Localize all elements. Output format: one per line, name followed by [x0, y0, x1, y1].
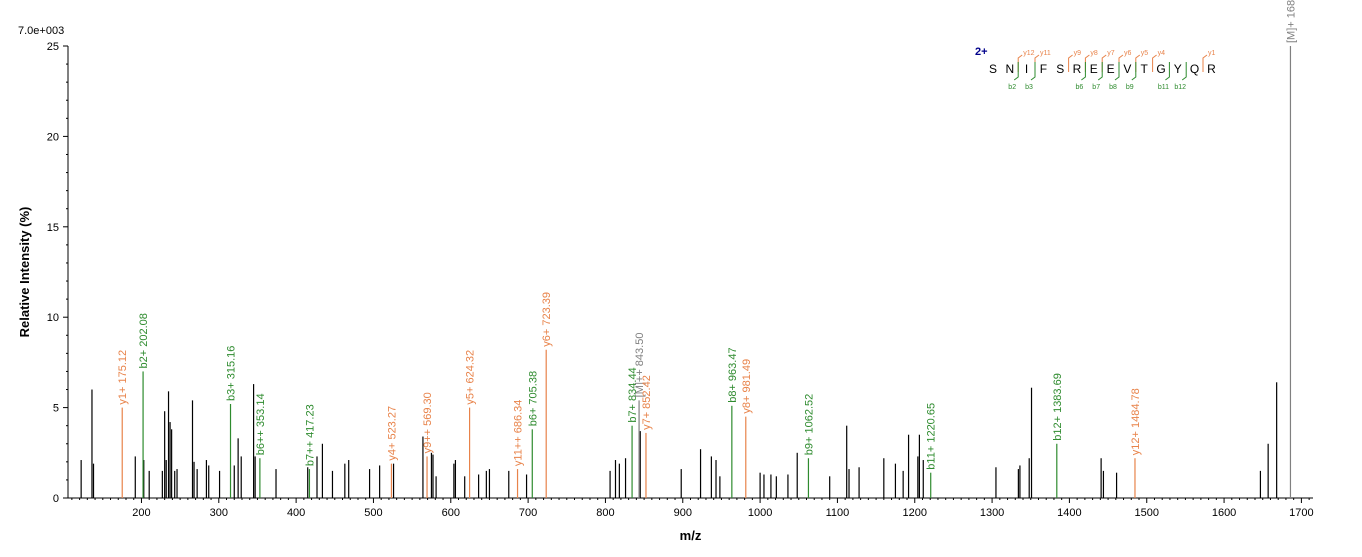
residue-letter: R — [1073, 62, 1082, 76]
x-tick-label: 400 — [287, 507, 305, 519]
residue-letter: E — [1090, 62, 1098, 76]
peak-label: b3+ 315.16 — [226, 346, 238, 401]
y-ion-label: y8 — [1090, 50, 1098, 57]
x-tick-label: 1600 — [1212, 507, 1236, 519]
axes: 0 5 10 15 20 25 200 300 400 500 600 700 800 900 1000 11… — [47, 41, 1314, 519]
b-ion-label: b7 — [1092, 84, 1100, 91]
y-tick-label: 25 — [47, 41, 59, 53]
b-ion-label: b6 — [1076, 84, 1084, 91]
b-ion-bracket — [1114, 62, 1120, 81]
peak-label: [M]+ 1685.85 — [1285, 0, 1297, 43]
x-tick-label: 800 — [596, 507, 614, 519]
b-ion-label: b8 — [1109, 84, 1117, 91]
x-tick-label: 900 — [674, 507, 692, 519]
peak-label: y1+ 175.12 — [117, 350, 129, 405]
residue-letter: S — [989, 62, 997, 76]
x-tick-label: 1000 — [748, 507, 772, 519]
b-ion-label: b11 — [1158, 84, 1169, 91]
peak-label: y5+ 624.32 — [465, 350, 477, 405]
peak-label: b2+ 202.08 — [138, 313, 150, 368]
y-ion-bracket — [1202, 54, 1208, 72]
peak-label: b11+ 1220.65 — [926, 403, 938, 470]
residue-letter: V — [1123, 62, 1131, 76]
residue-letter: F — [1040, 62, 1047, 76]
y-ion-bracket — [1152, 54, 1157, 72]
b-ion-label: b2 — [1008, 84, 1016, 91]
x-tick-label: 700 — [519, 507, 537, 519]
residue-letter: Q — [1190, 62, 1199, 76]
b-ion-bracket — [1131, 62, 1137, 81]
residue-letter: N — [1005, 62, 1014, 76]
x-tick-label: 1300 — [980, 507, 1004, 519]
y-ion-label: y11 — [1040, 50, 1051, 57]
charge-state: 2+ — [975, 46, 988, 58]
y-tick-label: 10 — [47, 312, 59, 324]
y-ion-label: y1 — [1208, 50, 1216, 57]
peak-label: [M]++ 843.50 — [634, 333, 646, 398]
peak-label: b7+ 834.44 — [627, 367, 639, 422]
residue-letter: I — [1025, 62, 1028, 76]
y-ion-label: y6 — [1124, 50, 1132, 57]
peak-label: b6+ 705.38 — [527, 371, 539, 426]
y-ion-label: y12 — [1023, 50, 1034, 57]
y-ion-label: y7 — [1107, 50, 1115, 57]
peak-label: y11++ 686.34 — [513, 400, 525, 466]
y-ion-label: y5 — [1141, 50, 1149, 57]
x-tick-label: 1500 — [1135, 507, 1159, 519]
y-ion-bracket — [1068, 54, 1073, 72]
peak-label: b8+ 963.47 — [727, 347, 739, 402]
peak-label: y8+ 981.49 — [741, 359, 753, 414]
x-tick-label: 1200 — [903, 507, 927, 519]
b-ion-bracket — [1181, 62, 1187, 81]
x-tick-label: 300 — [210, 507, 228, 519]
peak-label: y12+ 1484.78 — [1130, 388, 1142, 455]
y-ion-bracket — [1017, 54, 1023, 72]
peak-label: y6+ 723.39 — [541, 292, 553, 347]
residue-letter: E — [1107, 62, 1115, 76]
x-tick-label: 1100 — [826, 507, 850, 519]
residue-letter: R — [1207, 62, 1216, 76]
x-tick-label: 1700 — [1289, 507, 1313, 519]
y-ion-bracket — [1118, 54, 1124, 72]
x-tick-label: 600 — [442, 507, 460, 519]
peak-label: y4+ 523.27 — [386, 406, 398, 461]
y-ion-label: y4 — [1158, 50, 1166, 57]
x-tick-label: 1400 — [1057, 507, 1081, 519]
y-tick-label: 15 — [47, 222, 59, 234]
y-tick-label: 20 — [47, 131, 59, 143]
peak-labels: y1+ 175.12 b2+ 202.08 b3+ 315.16 b6++ 353.1… — [117, 0, 1297, 470]
x-tick-label: 500 — [364, 507, 382, 519]
peak-label: b6++ 353.14 — [255, 393, 267, 455]
peak-label: b9+ 1062.52 — [803, 394, 815, 455]
b-ion-bracket — [1097, 62, 1103, 81]
b-ion-bracket — [1013, 62, 1019, 81]
peak-label: b12+ 1383.69 — [1052, 373, 1064, 441]
peak-label: y9++ 569.30 — [422, 392, 434, 453]
x-tick-label: 200 — [132, 507, 150, 519]
y-axis-title: Relative Intensity (%) — [17, 207, 32, 338]
peak-label: b7++ 417.23 — [304, 404, 316, 466]
b-ion-bracket — [1030, 62, 1036, 81]
b-ion-label: b12 — [1174, 84, 1186, 91]
b-ion-label: b9 — [1126, 84, 1134, 91]
peak-label: y7+ 852.42 — [641, 375, 653, 430]
intensity-scale-label: 7.0e+003 — [18, 25, 64, 37]
y-ion-bracket — [1135, 54, 1141, 72]
b-ion-bracket — [1165, 62, 1170, 81]
y-tick-label: 0 — [53, 493, 59, 505]
y-ion-bracket — [1034, 54, 1040, 72]
residue-letter: Y — [1174, 62, 1182, 76]
b-ion-bracket — [1081, 62, 1086, 81]
residue-letter: G — [1156, 62, 1165, 76]
y-tick-label: 5 — [53, 403, 59, 415]
residue-letter: T — [1141, 62, 1149, 76]
residue-letter: S — [1056, 62, 1064, 76]
peaks — [80, 46, 1292, 498]
x-axis-title: m/z — [680, 528, 702, 543]
y-ion-label: y9 — [1074, 50, 1082, 57]
b-ion-label: b3 — [1025, 84, 1033, 91]
